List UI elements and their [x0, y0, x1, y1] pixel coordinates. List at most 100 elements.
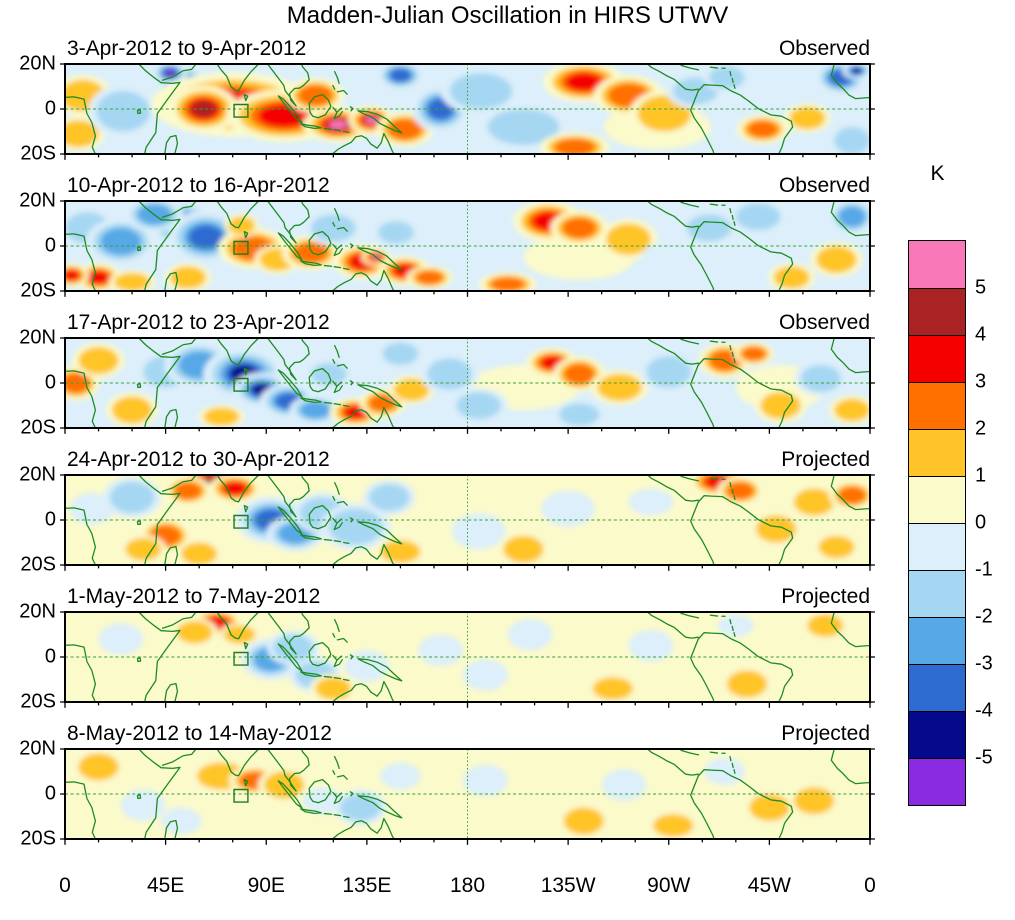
- coastline-path: [145, 82, 180, 154]
- coastline-path: [137, 247, 140, 251]
- coastline-path: [358, 248, 402, 270]
- coastline-path: [730, 346, 735, 363]
- colorbar-segment: [909, 476, 965, 523]
- colorbar-segment: [909, 570, 965, 617]
- coastline-path: [681, 613, 698, 618]
- coastline-path: [278, 233, 302, 260]
- coastline-path: [165, 547, 178, 565]
- panel-5: 8-May-2012 to 14-May-2012 Projected 20N 0 20…: [0, 719, 1015, 850]
- colorbar-segment: [909, 758, 965, 805]
- panel-status-label: Observed: [778, 311, 870, 334]
- coastline-path: [681, 750, 698, 755]
- coastline-path: [137, 110, 140, 114]
- coastline-path: [165, 136, 178, 154]
- coastline-path: [350, 381, 353, 385]
- colorbar-tick-label: 2: [975, 417, 987, 440]
- coastline-path: [332, 682, 394, 702]
- coastline-path: [332, 408, 394, 428]
- colorbar-segment: [909, 617, 965, 664]
- y-tick-label: 0: [44, 782, 56, 805]
- coastline-path: [301, 672, 322, 677]
- coastline-path: [65, 782, 95, 839]
- coastline-path: [162, 749, 196, 765]
- coastline-path: [681, 476, 698, 481]
- panels: 3-Apr-2012 to 9-Apr-2012 Observed 20N 0 20S 1…: [0, 34, 1015, 856]
- coastline-path: [139, 64, 161, 83]
- colorbar-tick-label: 1: [975, 464, 987, 487]
- coastline-path: [333, 107, 342, 118]
- panel-status-label: Projected: [781, 448, 870, 471]
- coastline-path: [358, 385, 402, 407]
- reference-box: [234, 379, 248, 392]
- panel-header: 8-May-2012 to 14-May-2012 Projected: [0, 719, 1015, 749]
- coastline-path: [831, 201, 870, 236]
- axis-ticks: [60, 201, 875, 297]
- coastline-path: [217, 64, 259, 91]
- coastline-path: [244, 643, 247, 649]
- y-tick-label: 20N: [19, 600, 56, 623]
- panel-4: 1-May-2012 to 7-May-2012 Projected 20N 0 20S: [0, 582, 1015, 713]
- y-tick-label: 0: [44, 508, 56, 531]
- coastline-path: [333, 655, 342, 666]
- coastline-path: [333, 483, 347, 506]
- coastline-path: [691, 91, 714, 154]
- coastline-path: [244, 232, 247, 238]
- figure-title: Madden-Julian Oscillation in HIRS UTWV: [286, 2, 729, 29]
- coastline-path: [145, 219, 180, 291]
- colorbar-tick-label: -5: [975, 746, 993, 769]
- coastline-path: [162, 338, 196, 354]
- coastline-path: [648, 201, 699, 227]
- x-tick-label: 135E: [342, 874, 392, 897]
- colorbar-segment: [909, 711, 965, 758]
- colorbar-tick-label: 0: [975, 511, 987, 534]
- panel-status-label: Projected: [781, 722, 870, 745]
- coastline-path: [730, 483, 735, 500]
- coastline-path: [333, 381, 342, 392]
- colorbar-segment: [909, 429, 965, 476]
- panel-date-label: 1-May-2012 to 7-May-2012: [67, 585, 321, 608]
- y-tick-label: 20N: [19, 52, 56, 75]
- coastline-path: [309, 643, 331, 666]
- coastline-path: [217, 338, 259, 365]
- coastline-path: [333, 757, 347, 780]
- coastline-path: [137, 795, 140, 799]
- coastline-path: [691, 639, 714, 702]
- coastline-path: [162, 201, 196, 217]
- coastline-path: [831, 338, 870, 373]
- coastline-path: [139, 338, 161, 357]
- coastlines: [65, 475, 870, 565]
- coastline-path: [730, 209, 735, 226]
- coastline-path: [358, 796, 402, 818]
- map-svg-panel-0: [65, 64, 870, 154]
- coastline-path: [698, 496, 792, 565]
- coastlines: [65, 201, 870, 291]
- coastline-path: [309, 232, 331, 255]
- panel-status-label: Observed: [778, 174, 870, 197]
- map-clip-group: [65, 64, 870, 154]
- coastline-path: [648, 338, 699, 364]
- coastline-path: [730, 620, 735, 637]
- coastline-path: [217, 201, 259, 228]
- coastline-path: [309, 95, 331, 118]
- reference-box: [234, 790, 248, 803]
- colorbar-tick-label: -2: [975, 605, 993, 628]
- coastline-path: [333, 72, 347, 95]
- coastlines: [65, 64, 870, 154]
- coastline-path: [333, 244, 342, 255]
- coastline-path: [139, 749, 161, 768]
- colorbar-segment: [909, 288, 965, 335]
- coastline-path: [165, 821, 178, 839]
- panel-0: 3-Apr-2012 to 9-Apr-2012 Observed 20N 0 20S: [0, 34, 1015, 165]
- coastline-path: [358, 522, 402, 544]
- y-tick-label: 0: [44, 371, 56, 394]
- anomaly-field: [98, 612, 849, 702]
- colorbar-segment: [909, 382, 965, 429]
- axis-ticks: [60, 338, 875, 434]
- colorbar-tick-label: -4: [975, 699, 993, 722]
- x-tick-label: 135W: [540, 874, 596, 897]
- coastline-path: [309, 780, 331, 803]
- coastline-path: [324, 814, 349, 818]
- y-tick-label: 20N: [19, 737, 56, 760]
- coastline-path: [65, 645, 95, 702]
